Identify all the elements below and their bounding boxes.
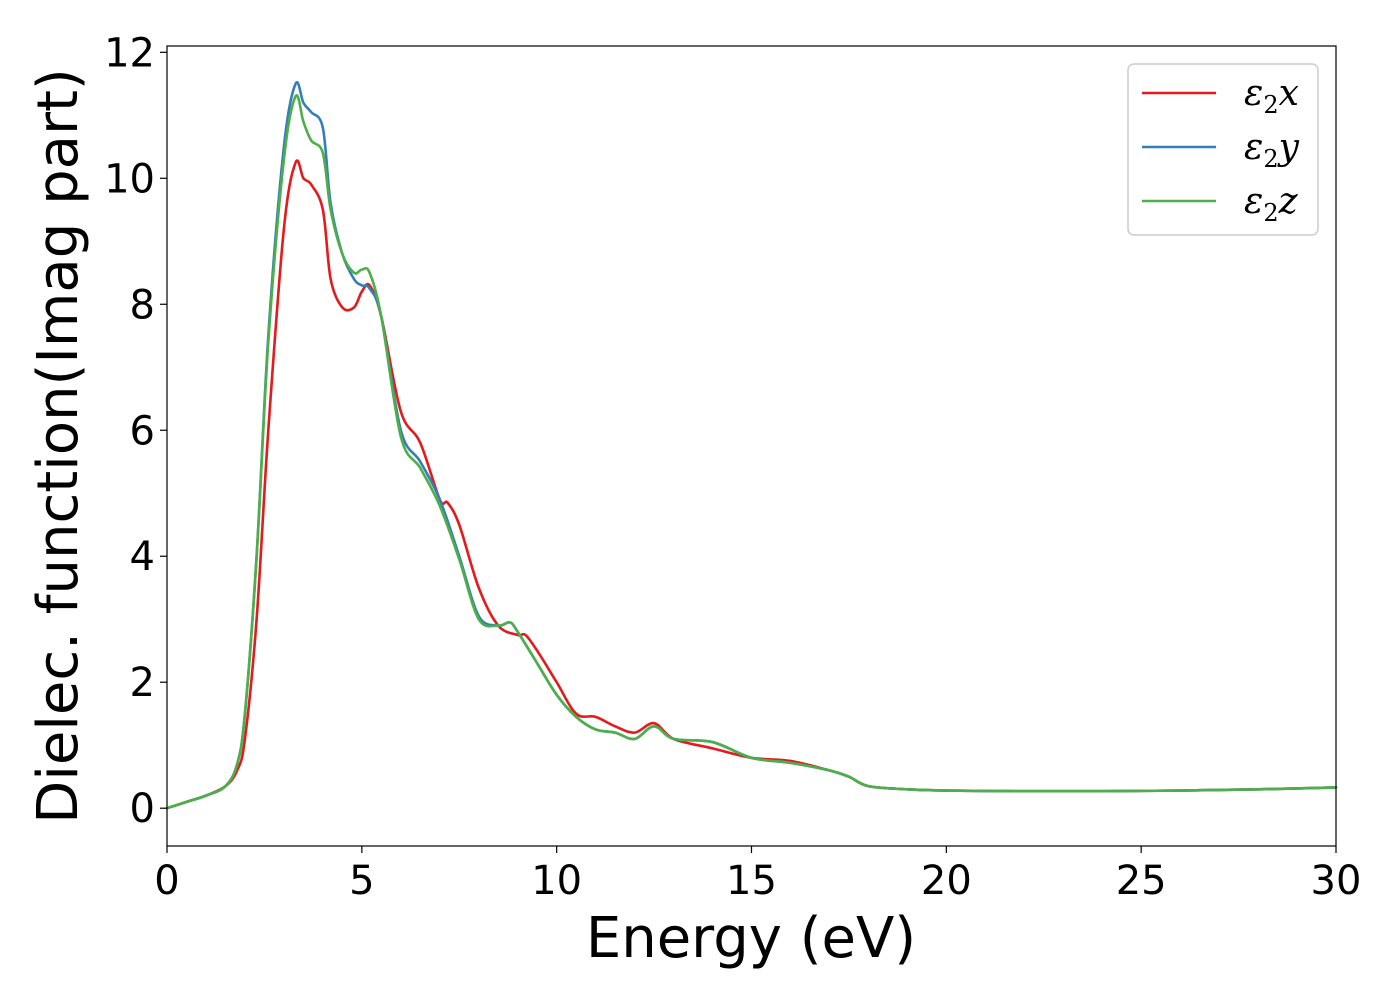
x-tick-label: 20 xyxy=(921,858,972,904)
x-tick-label: 15 xyxy=(726,858,777,904)
legend: ε2x ε2y ε2z xyxy=(1127,63,1319,236)
y-axis-label: Dielec. function(Imag part) xyxy=(26,68,91,824)
plot-series-group xyxy=(165,81,1338,810)
legend-label-x: ε2x xyxy=(1244,73,1299,119)
legend-label-y: ε2y xyxy=(1244,127,1300,173)
y-axis-ticks: 0 2 4 6 8 10 12 xyxy=(104,30,167,832)
series-line-z xyxy=(165,94,1338,810)
legend-box xyxy=(1127,63,1319,236)
y-tick-label: 2 xyxy=(130,660,155,706)
x-tick-label: 25 xyxy=(1116,858,1167,904)
x-tick-label: 0 xyxy=(154,858,179,904)
y-tick-label: 4 xyxy=(130,534,155,580)
y-tick-label: 10 xyxy=(104,156,155,202)
x-axis-label: Energy (eV) xyxy=(586,906,916,971)
y-tick-label: 0 xyxy=(130,786,155,832)
x-tick-label: 30 xyxy=(1311,858,1362,904)
x-tick-label: 5 xyxy=(349,858,374,904)
y-tick-label: 8 xyxy=(130,282,155,328)
y-tick-label: 12 xyxy=(104,30,155,76)
legend-label-z: ε2z xyxy=(1244,181,1299,227)
x-tick-label: 10 xyxy=(531,858,582,904)
y-tick-label: 6 xyxy=(130,408,155,454)
x-axis-ticks: 0 5 10 15 20 25 30 xyxy=(154,846,1361,904)
